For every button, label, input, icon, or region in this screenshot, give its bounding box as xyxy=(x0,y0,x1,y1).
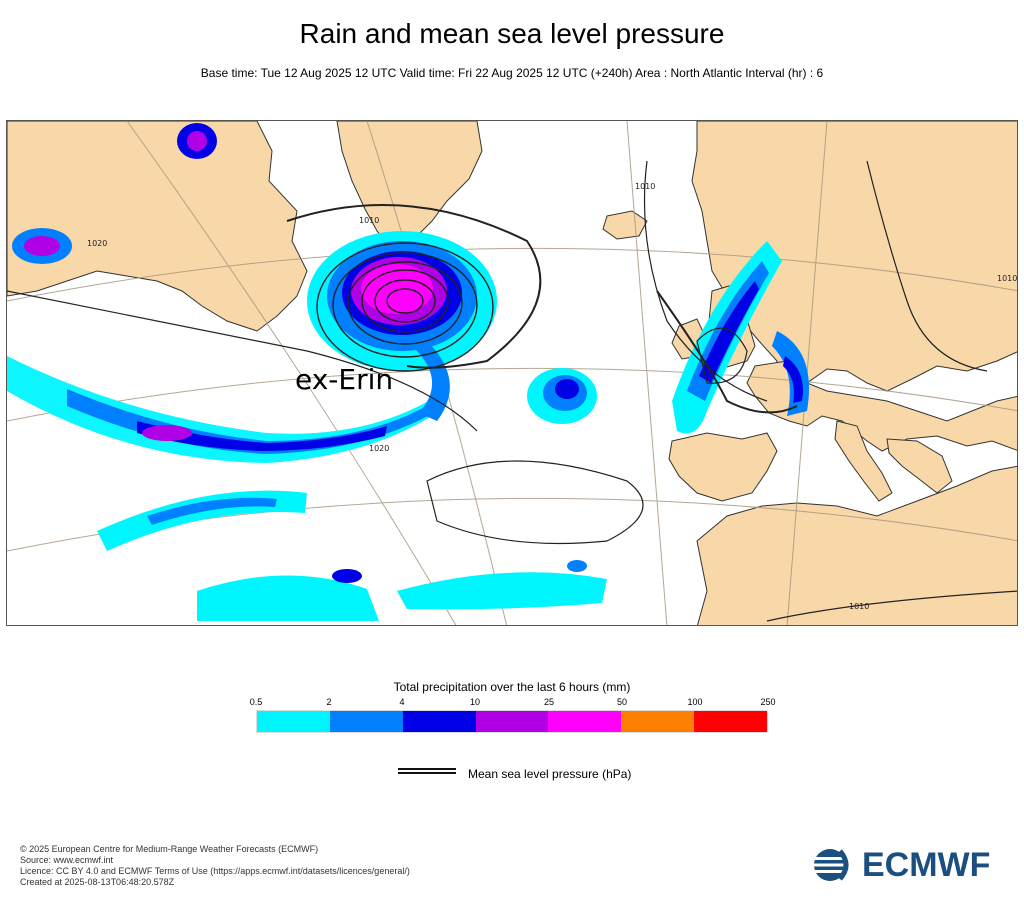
isobar-label-1020-west: 1020 xyxy=(87,239,107,248)
tick-label: 10 xyxy=(469,697,481,707)
map-svg: 1020 1010 1020 1010 1010 1010 ex-Erin xyxy=(7,121,1017,625)
colorbar-segment xyxy=(548,711,622,732)
isobar-label-1010-east: 1010 xyxy=(635,182,655,191)
legend-title: Total precipitation over the last 6 hour… xyxy=(393,680,631,694)
footer: © 2025 European Centre for Medium-Range … xyxy=(20,844,410,888)
isobar-label-1010-scandinavia: 1010 xyxy=(997,274,1017,283)
annotation-ex-erin: ex-Erin xyxy=(295,363,393,396)
isobar-europe-low xyxy=(656,290,798,414)
isobar-label-1020-band: 1020 xyxy=(369,444,389,453)
colorbar-ticks: 0.5 2 4 10 25 50 100 250 xyxy=(250,697,776,709)
land-iberia xyxy=(668,432,778,502)
footer-created: Created at 2025-08-13T06:48:20.578Z xyxy=(20,877,175,887)
isobars xyxy=(7,160,1017,622)
isobar-africa xyxy=(766,590,1017,622)
colorbar-segment xyxy=(402,711,476,732)
chart-title: Rain and mean sea level pressure xyxy=(299,18,725,49)
isobar-subtropical xyxy=(426,460,644,545)
colorbar-segment xyxy=(694,711,768,732)
isobar-label-1010-erin: 1010 xyxy=(359,216,379,225)
land-north-america xyxy=(7,121,308,332)
footer-source: Source: www.ecmwf.int xyxy=(20,855,114,865)
land-italy xyxy=(834,420,893,502)
isobar-erin-3 xyxy=(361,269,449,333)
isobar-label-group: 1020 1010 1020 1010 1010 1010 xyxy=(87,182,1017,611)
tick-label: 4 xyxy=(399,697,405,707)
tick-label: 2 xyxy=(326,697,332,707)
colorbar-segment xyxy=(329,711,403,732)
mslp-legend-line xyxy=(398,768,456,774)
colorbar-segment xyxy=(621,711,695,732)
precipitation-field xyxy=(7,123,809,621)
colorbar-segment xyxy=(257,711,330,732)
isobar-scandinavia xyxy=(866,160,988,372)
isobar-label-1010-africa: 1010 xyxy=(849,602,869,611)
isobar-erin-5 xyxy=(332,252,478,358)
tick-label: 25 xyxy=(543,697,555,707)
land-europe xyxy=(746,360,1017,452)
precipitation-colorbar xyxy=(256,710,768,733)
isobar-erin-4 xyxy=(347,261,463,345)
tick-label: 50 xyxy=(616,697,628,707)
mslp-legend-label: Mean sea level pressure (hPa) xyxy=(468,767,632,781)
ecmwf-logo-text: ECMWF xyxy=(862,845,991,884)
isobar-erin-2 xyxy=(374,279,436,323)
isobar-1010-east xyxy=(643,160,768,402)
tick-label: 100 xyxy=(687,697,703,707)
isobar-1010-north xyxy=(286,204,542,369)
tick-label: 250 xyxy=(760,697,776,707)
colorbar-segment xyxy=(475,711,549,732)
isobar-1020-west xyxy=(7,290,478,432)
chart-subtitle: Base time: Tue 12 Aug 2025 12 UTC Valid … xyxy=(200,66,824,80)
land-north-africa xyxy=(696,465,1017,625)
tick-label: 0.5 xyxy=(249,697,263,707)
ecmwf-logo: ECMWF xyxy=(812,846,1008,884)
isobar-erin-1 xyxy=(386,288,424,314)
forecast-map[interactable]: 1020 1010 1020 1010 1010 1010 ex-Erin xyxy=(6,120,1018,626)
isobar-erin-6 xyxy=(316,242,494,372)
footer-licence: Licence: CC BY 4.0 and ECMWF Terms of Us… xyxy=(20,866,410,876)
ecmwf-logo-mark xyxy=(814,849,858,881)
footer-copyright: © 2025 European Centre for Medium-Range … xyxy=(20,844,319,854)
isobar-europe-inner xyxy=(696,327,748,384)
graticule xyxy=(7,121,1017,625)
